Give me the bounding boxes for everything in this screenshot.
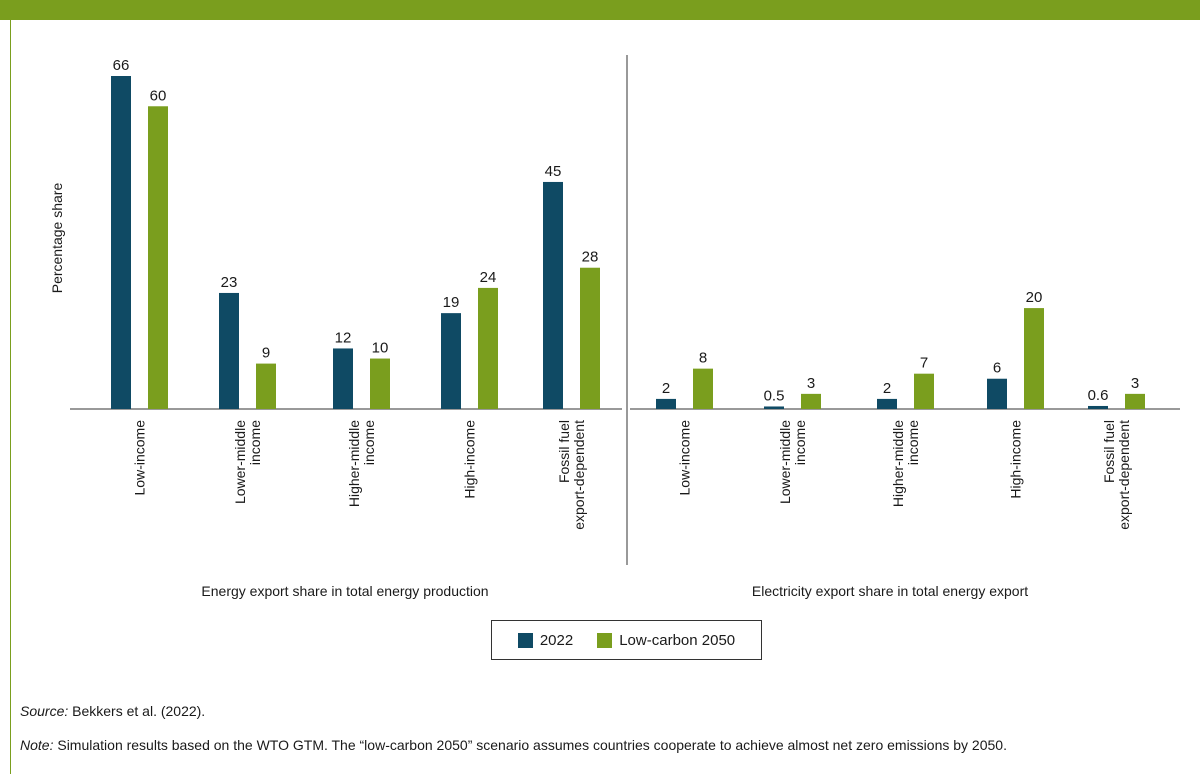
category-label-line: Low-income	[132, 420, 148, 496]
bar-2-4-1	[987, 378, 1007, 409]
bar-1-4-1	[441, 313, 461, 409]
bar-2-3-2	[914, 373, 934, 409]
data-label: 28	[582, 249, 599, 266]
bar-chart: Percentage share6660Low-income239Lower-m…	[49, 55, 1180, 599]
legend-item-2022: 2022	[517, 631, 574, 649]
data-label: 3	[1131, 375, 1139, 392]
note-text: Note: Simulation results based on the WT…	[20, 735, 1192, 755]
data-label: 6	[993, 360, 1001, 377]
category-label: Low-income	[132, 420, 148, 496]
bar-1-2-1	[219, 292, 239, 409]
data-label: 9	[262, 345, 270, 362]
category-label-line: Fossil fuel	[1101, 420, 1117, 483]
bar-2-2-1	[764, 406, 784, 409]
note-body: Simulation results based on the WTO GTM.…	[53, 737, 1007, 753]
bar-1-3-2	[370, 358, 390, 409]
source-label: Source:	[20, 703, 69, 719]
legend: 2022 Low-carbon 2050	[491, 620, 762, 660]
bar-1-2-2	[256, 363, 276, 409]
data-label: 20	[1026, 289, 1043, 306]
legend-label-2050: Low-carbon 2050	[619, 631, 736, 649]
source-text: Bekkers et al. (2022).	[68, 703, 206, 719]
left-rule	[10, 20, 11, 774]
bar-2-1-1	[656, 398, 676, 409]
note-label: Note:	[20, 737, 54, 753]
category-label-line: High-income	[462, 420, 478, 499]
category-label-line: income	[792, 420, 808, 465]
bar-2-3-1	[877, 398, 897, 409]
data-label: 66	[113, 57, 130, 74]
bar-1-3-1	[333, 348, 353, 409]
title-band	[0, 0, 1200, 20]
data-label: 8	[699, 350, 707, 367]
legend-label-2022: 2022	[539, 631, 574, 649]
bar-2-2-2	[801, 393, 821, 409]
category-label-line: income	[361, 420, 377, 465]
legend-swatch-2050	[597, 632, 613, 648]
data-label: 3	[807, 375, 815, 392]
category-label: Fossil fuelexport-dependent	[556, 420, 587, 530]
bar-2-4-2	[1024, 308, 1044, 409]
panel-title-2: Electricity export share in total energy…	[752, 583, 1028, 599]
data-label: 0.5	[764, 387, 785, 404]
category-label: Higher-middleincome	[346, 420, 377, 507]
category-label: High-income	[1008, 420, 1024, 499]
data-label: 23	[221, 274, 238, 291]
legend-item-2050: Low-carbon 2050	[597, 632, 735, 649]
category-label: High-income	[462, 420, 478, 499]
data-label: 0.6	[1088, 387, 1109, 404]
bar-1-4-2	[478, 287, 498, 409]
category-label-line: Fossil fuel	[556, 420, 572, 483]
category-label: Low-income	[677, 420, 693, 496]
category-label: Lower-middleincome	[232, 420, 263, 504]
category-label-line: Higher-middle	[346, 420, 362, 507]
category-label-line: Higher-middle	[890, 420, 906, 507]
category-label-line: Low-income	[677, 420, 693, 496]
category-label: Higher-middleincome	[890, 420, 921, 507]
data-label: 10	[372, 340, 389, 357]
source-note: Source: Bekkers et al. (2022).	[20, 701, 205, 721]
bar-1-5-1	[543, 181, 563, 409]
panel-title-1: Energy export share in total energy prod…	[201, 583, 488, 599]
data-label: 19	[443, 294, 460, 311]
category-label-line: income	[247, 420, 263, 465]
category-label-line: High-income	[1008, 420, 1024, 499]
data-label: 2	[662, 380, 670, 397]
bar-2-5-1	[1088, 405, 1108, 409]
category-label: Fossil fuelexport-dependent	[1101, 420, 1132, 530]
y-axis-title: Percentage share	[49, 183, 65, 294]
data-label: 60	[150, 87, 167, 104]
data-label: 12	[335, 329, 352, 346]
data-label: 24	[480, 269, 497, 286]
bar-2-1-2	[693, 368, 713, 409]
data-label: 2	[883, 380, 891, 397]
category-label-line: export-dependent	[571, 420, 587, 530]
category-label-line: export-dependent	[1116, 420, 1132, 530]
data-label: 45	[545, 163, 562, 180]
bar-1-1-2	[148, 106, 168, 409]
category-label: Lower-middleincome	[777, 420, 808, 504]
data-label: 7	[920, 355, 928, 372]
category-label-line: Lower-middle	[232, 420, 248, 504]
bar-1-1-1	[111, 76, 131, 409]
category-label-line: Lower-middle	[777, 420, 793, 504]
bar-1-5-2	[580, 267, 600, 409]
legend-swatch-2022	[517, 632, 533, 648]
bar-2-5-2	[1125, 393, 1145, 409]
category-label-line: income	[905, 420, 921, 465]
